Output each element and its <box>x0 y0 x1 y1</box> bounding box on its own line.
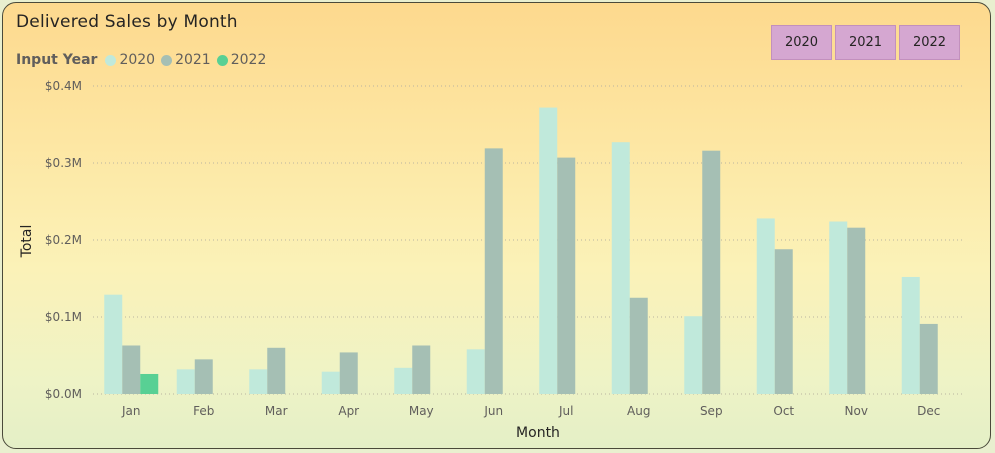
y-tick-label: $0.3M <box>45 156 82 170</box>
x-tick-label: Nov <box>845 404 868 418</box>
bar-2021-oct[interactable] <box>774 249 793 394</box>
bar-2020-oct[interactable] <box>756 218 775 394</box>
bar-2021-aug[interactable] <box>629 297 648 394</box>
year-button-2021[interactable]: 2021 <box>835 25 896 60</box>
bar-2021-mar[interactable] <box>267 347 286 394</box>
bar-2021-dec[interactable] <box>919 323 938 394</box>
legend-marker-2020 <box>105 54 117 66</box>
y-tick-label: $0.2M <box>45 233 82 247</box>
bar-2021-apr[interactable] <box>339 352 358 394</box>
legend-marker-2022 <box>216 54 228 66</box>
legend-marker-2021 <box>161 54 173 66</box>
x-tick-label: Aug <box>627 404 650 418</box>
bar-2020-jul[interactable] <box>539 107 558 394</box>
legend-item-2021[interactable]: 2021 <box>161 52 211 68</box>
bar-2020-nov[interactable] <box>829 221 848 394</box>
bar-2021-sep[interactable] <box>702 150 721 394</box>
legend-label-2022: 2022 <box>230 52 267 68</box>
year-slicer: 2020 2021 2022 <box>771 25 963 60</box>
x-tick-label: Jul <box>558 404 573 418</box>
bar-2021-nov[interactable] <box>847 227 866 394</box>
x-tick-label: Sep <box>700 404 723 418</box>
year-button-2020[interactable]: 2020 <box>771 25 832 60</box>
bar-2020-jun[interactable] <box>466 349 485 394</box>
legend-item-2022[interactable]: 2022 <box>216 52 267 68</box>
x-tick-label: Jan <box>121 404 141 418</box>
bar-2020-mar[interactable] <box>249 369 268 394</box>
bar-chart: $0.0M $0.1M $0.2M $0.3M $0.4M Jan Feb Mar Apr May… <box>19 79 963 441</box>
y-tick-label: $0.1M <box>45 310 82 324</box>
chart-title: Delivered Sales by Month <box>16 12 238 32</box>
x-tick-label: Dec <box>917 404 940 418</box>
bar-2021-jan[interactable] <box>122 345 141 394</box>
bar-2020-jan[interactable] <box>104 294 123 394</box>
bar-2020-sep[interactable] <box>684 316 703 394</box>
y-axis-title: Total <box>19 225 35 259</box>
x-tick-label: Feb <box>193 404 214 418</box>
bar-2021-jul[interactable] <box>557 157 576 394</box>
bar-2020-aug[interactable] <box>611 142 630 394</box>
y-tick-label: $0.4M <box>45 79 82 93</box>
x-tick-label: Jun <box>483 404 503 418</box>
bar-2020-may[interactable] <box>394 367 413 394</box>
bar-2020-dec[interactable] <box>901 276 920 394</box>
bar-2020-apr[interactable] <box>321 371 340 394</box>
x-tick-label: Mar <box>265 404 288 418</box>
bar-2021-jun[interactable] <box>484 148 503 394</box>
legend-item-2020[interactable]: 2020 <box>105 52 155 68</box>
legend: Input Year 2020 2021 2022 <box>16 51 272 69</box>
legend-label-2020: 2020 <box>119 52 156 68</box>
x-tick-label: May <box>409 404 434 418</box>
legend-title: Input Year <box>16 52 98 68</box>
legend-label-2021: 2021 <box>175 52 211 68</box>
bar-2022-jan[interactable] <box>140 373 159 394</box>
bar-2021-may[interactable] <box>412 345 431 394</box>
x-axis-title: Month <box>516 425 560 441</box>
y-tick-label: $0.0M <box>45 387 82 401</box>
x-tick-label: Apr <box>338 404 359 418</box>
year-button-2022[interactable]: 2022 <box>899 25 960 60</box>
bar-2020-feb[interactable] <box>176 369 195 394</box>
bar-2021-feb[interactable] <box>194 359 213 394</box>
x-tick-label: Oct <box>773 404 794 418</box>
